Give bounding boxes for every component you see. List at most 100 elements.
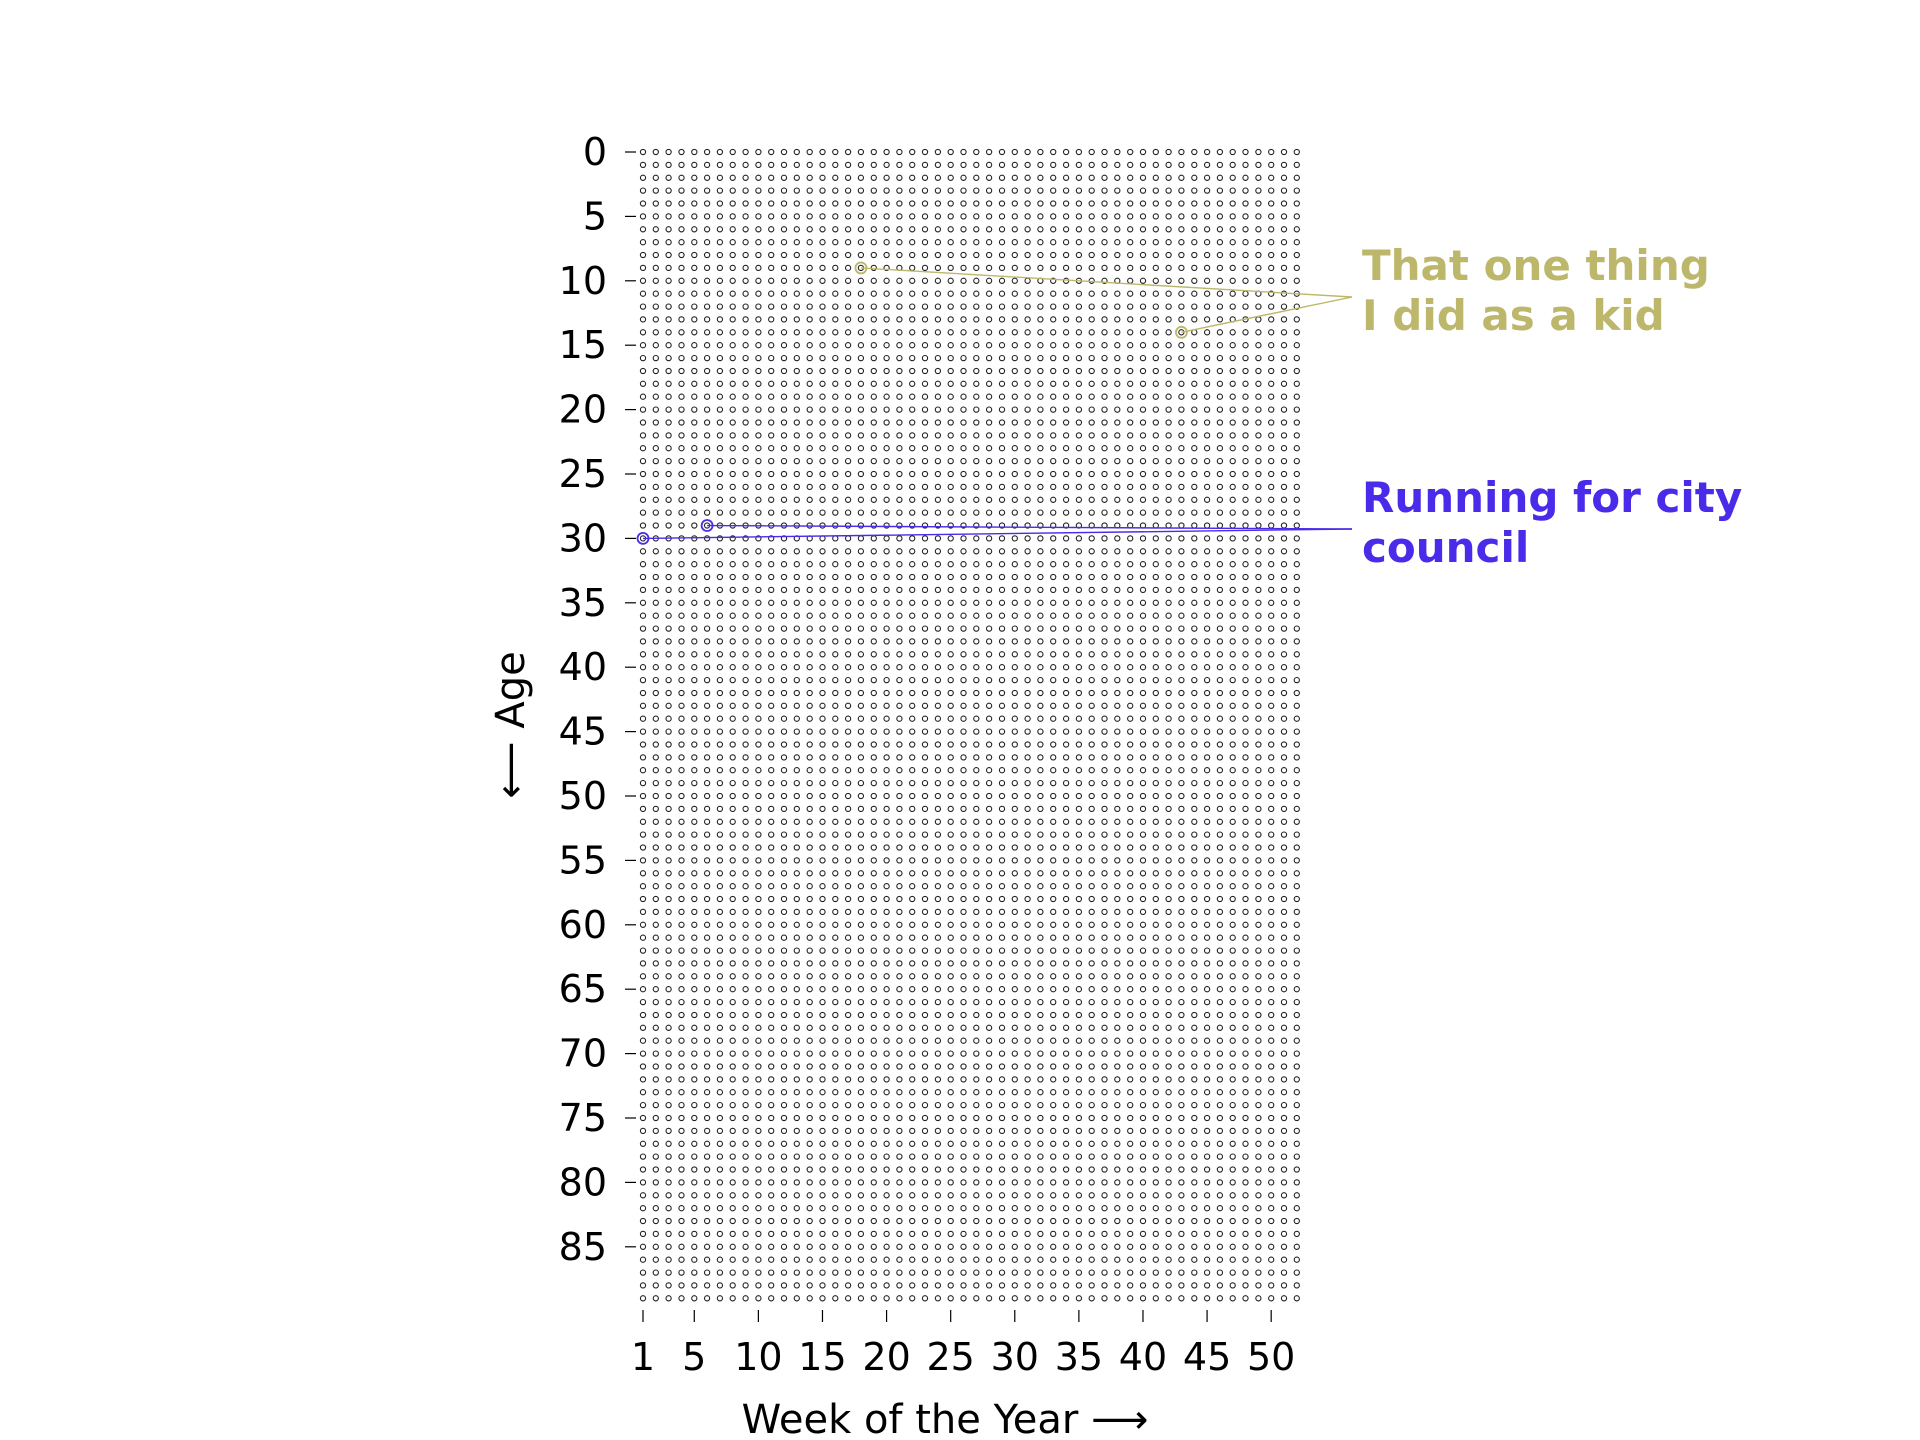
week-dot: [1075, 767, 1083, 774]
week-dot: [870, 251, 877, 259]
week-dot: [691, 1217, 698, 1225]
week-dot: [1255, 1179, 1262, 1186]
week-dot: [793, 638, 800, 645]
week-dot: [832, 1256, 839, 1263]
week-dot: [1229, 1101, 1236, 1109]
week-dot: [806, 1192, 813, 1199]
week-dot: [1088, 1076, 1095, 1083]
week-dot: [1050, 264, 1057, 272]
week-dot: [1088, 1282, 1095, 1289]
week-dot: [1050, 1153, 1057, 1160]
week-dot: [1075, 239, 1083, 246]
week-dot: [1165, 445, 1172, 452]
week-dot: [1114, 1217, 1121, 1225]
week-dot: [1062, 638, 1070, 645]
week-dot: [1293, 973, 1300, 980]
week-dot: [1101, 586, 1108, 594]
week-dot: [985, 947, 993, 954]
week-dot: [652, 676, 659, 684]
week-dot: [1178, 1243, 1185, 1250]
week-dot: [1242, 354, 1249, 362]
week-dot: [896, 367, 903, 375]
week-dot: [973, 1269, 980, 1276]
week-dot: [1152, 1037, 1159, 1044]
week-dot: [1101, 921, 1108, 928]
week-dot: [665, 380, 672, 387]
week-dot: [703, 535, 711, 542]
week-dot: [1229, 522, 1236, 529]
week-dot: [678, 1217, 685, 1225]
week-dot: [819, 1295, 826, 1302]
week-dot: [703, 1076, 711, 1083]
week-dot: [1024, 393, 1031, 400]
week-dot: [819, 1140, 826, 1147]
week-dot: [1216, 857, 1224, 864]
week-dot: [691, 239, 698, 246]
week-dot: [1101, 1269, 1108, 1276]
week-dot: [832, 187, 839, 194]
week-dot: [819, 1256, 826, 1263]
y-tick-label: 25: [559, 452, 607, 496]
week-dot: [742, 419, 749, 426]
week-dot: [832, 767, 839, 774]
week-dot: [1127, 200, 1134, 207]
week-dot: [1191, 754, 1198, 761]
week-dot: [742, 303, 749, 310]
week-dot: [1088, 715, 1095, 722]
week-dot: [844, 1089, 852, 1096]
week-dot: [1037, 625, 1044, 632]
week-dot: [1178, 573, 1185, 581]
week-dot: [870, 470, 877, 478]
week-dot: [768, 1140, 775, 1147]
week-dot: [819, 277, 826, 284]
week-dot: [1280, 1101, 1288, 1109]
week-dot: [934, 342, 942, 349]
week-dot: [768, 625, 775, 632]
week-dot: [1114, 612, 1121, 619]
week-dot: [768, 457, 775, 465]
week-dot: [870, 354, 877, 362]
week-dot: [1203, 1192, 1211, 1199]
week-dot: [1139, 779, 1147, 787]
week-dot: [755, 1127, 762, 1135]
week-dot: [1024, 548, 1031, 555]
week-dot: [1203, 1230, 1211, 1238]
week-dot: [870, 239, 877, 246]
week-dot: [1088, 354, 1095, 362]
week-dot: [665, 573, 672, 581]
week-dot: [652, 380, 659, 387]
week-dot: [1203, 651, 1211, 658]
week-dot: [934, 161, 942, 169]
week-dot: [1127, 303, 1134, 310]
week-dot: [973, 1295, 980, 1302]
week-dot: [1139, 573, 1147, 581]
week-dot: [1114, 548, 1121, 555]
week-dot: [1050, 1230, 1057, 1238]
week-dot: [883, 883, 890, 890]
week-dot: [1011, 818, 1018, 825]
week-dot: [652, 1217, 659, 1225]
week-dot: [947, 664, 954, 671]
week-dot: [1242, 483, 1249, 491]
week-dot: [960, 457, 967, 465]
week-dot: [729, 638, 736, 645]
week-dot: [960, 1192, 967, 1199]
week-dot: [1293, 844, 1300, 851]
week-dot: [896, 148, 903, 156]
week-dot: [665, 1256, 672, 1263]
week-dot: [1024, 264, 1031, 272]
week-dot: [1216, 651, 1224, 658]
week-dot: [857, 573, 865, 581]
week-dot: [934, 316, 942, 323]
week-dot: [703, 1101, 711, 1109]
week-dot: [1011, 664, 1018, 671]
annotation-label: Running for city: [1362, 473, 1742, 522]
week-dot: [1024, 1140, 1031, 1147]
week-dot: [1062, 457, 1070, 465]
week-dot: [1075, 264, 1083, 272]
week-dot: [1293, 831, 1300, 838]
week-dot: [947, 895, 954, 903]
week-dot: [703, 651, 711, 658]
week-dot: [857, 393, 865, 400]
week-dot: [1268, 1230, 1275, 1238]
